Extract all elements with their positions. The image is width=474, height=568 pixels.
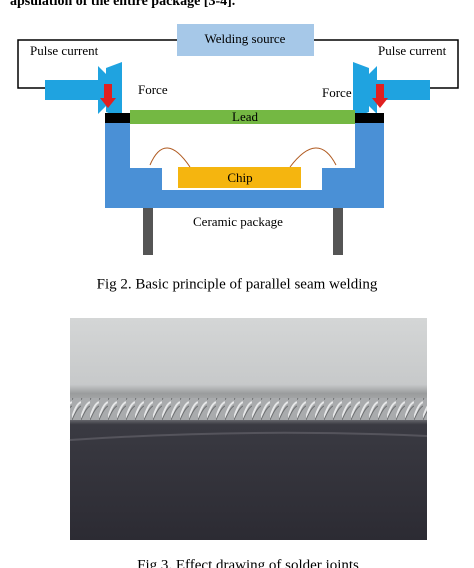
bond-wire xyxy=(149,147,191,168)
label: Chip xyxy=(227,170,252,185)
force-arrow xyxy=(372,84,388,108)
label: Force xyxy=(138,82,168,97)
label: Lead xyxy=(232,109,258,124)
cap xyxy=(355,113,384,123)
caption: Fig 2. Basic principle of parallel seam … xyxy=(97,276,378,292)
header-text: apsulation of the entire package [3-4]. xyxy=(10,0,235,9)
diagram: Welding source Pulse current Pulse curre… xyxy=(17,24,459,255)
source-box xyxy=(177,24,314,56)
electrode xyxy=(353,62,369,118)
bond-wire xyxy=(289,147,337,168)
leg xyxy=(143,208,153,255)
label: Pulse current xyxy=(378,43,447,58)
electrode xyxy=(45,66,122,114)
photo-detail xyxy=(69,431,428,441)
photo xyxy=(69,318,428,540)
label: Ceramic package xyxy=(193,214,283,229)
wire xyxy=(17,39,177,89)
label: Welding source xyxy=(205,31,286,46)
caption: Fig 3. Effect drawing of solder joints xyxy=(137,557,359,568)
cap xyxy=(105,113,130,123)
lead xyxy=(130,110,355,124)
package xyxy=(105,113,384,208)
electrode xyxy=(353,66,430,114)
leg xyxy=(333,208,343,255)
force-arrow xyxy=(100,84,116,108)
label: Pulse current xyxy=(30,43,99,58)
weld-seam xyxy=(70,398,427,420)
photo-background xyxy=(70,318,427,540)
label: Force xyxy=(322,85,352,100)
chip xyxy=(178,167,301,188)
wire xyxy=(314,39,459,89)
